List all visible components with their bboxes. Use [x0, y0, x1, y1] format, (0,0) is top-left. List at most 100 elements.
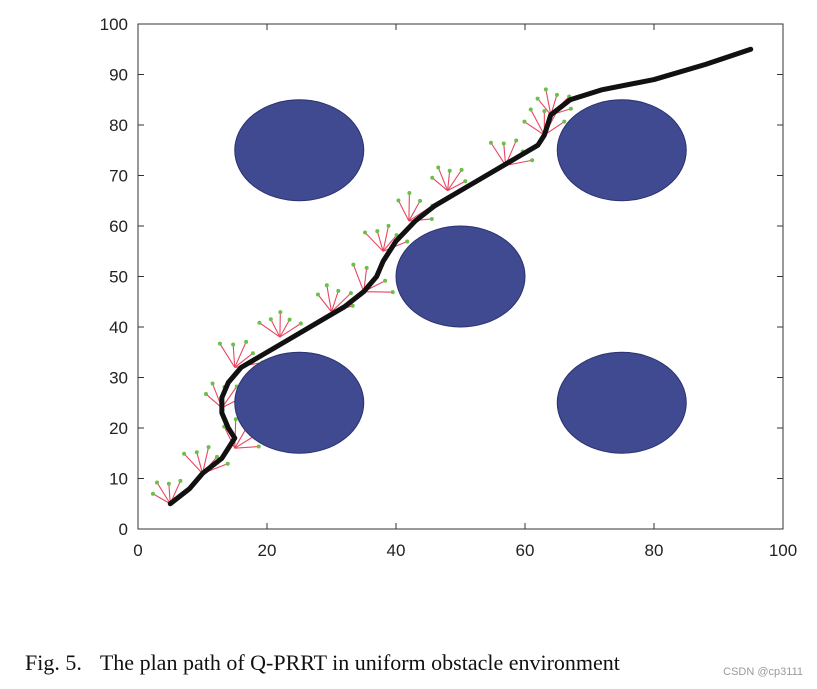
- figure-caption-text: The plan path of Q-PRRT in uniform obsta…: [99, 650, 620, 675]
- tree-branch: [234, 427, 248, 449]
- tree-branch: [352, 264, 365, 292]
- tree-branch: [376, 230, 384, 252]
- tree-branch: [270, 319, 281, 338]
- x-tick-label: 40: [387, 541, 406, 560]
- tree-branch: [530, 109, 545, 136]
- tree-node: [287, 317, 292, 322]
- tree-branch: [183, 453, 203, 474]
- tree-node: [315, 292, 320, 297]
- tree-node: [155, 480, 160, 485]
- tree-branch: [545, 89, 552, 116]
- tree-branch: [152, 493, 171, 505]
- tree-node: [150, 491, 155, 496]
- tree-node: [217, 341, 222, 346]
- tree-node: [363, 230, 368, 235]
- tree-node: [514, 138, 519, 143]
- tree-cluster-6: [257, 310, 303, 338]
- obstacle-3: [395, 225, 526, 328]
- tree-branch: [364, 232, 384, 252]
- path-plot: 0 20 40 60 80 100 0 10 20 30 40 50 60 70 80 90 100: [100, 15, 798, 560]
- y-tick-label: 40: [109, 318, 128, 337]
- tree-node: [278, 310, 283, 315]
- tree-branch: [447, 169, 463, 191]
- tree-node: [543, 87, 548, 92]
- tree-cluster-9: [363, 223, 410, 252]
- tree-node: [178, 478, 183, 483]
- y-tick-label: 60: [109, 217, 128, 236]
- watermark: CSDN @cp3111: [723, 666, 803, 678]
- tree-node: [204, 392, 209, 397]
- tree-branch: [447, 170, 451, 191]
- tree-node: [364, 265, 369, 270]
- tree-branch: [537, 98, 552, 116]
- y-tick-label: 50: [109, 268, 128, 287]
- axis-ticks: 0 20 40 60 80 100 0 10 20 30 40 50 60 70 80 90 100: [100, 15, 798, 560]
- tree-branch: [168, 483, 171, 504]
- tree-node: [459, 167, 464, 172]
- tree-node: [542, 109, 547, 114]
- obstacles: [234, 99, 687, 454]
- tree-node: [194, 450, 199, 455]
- tree-branch: [331, 292, 352, 313]
- tree-node: [166, 481, 171, 486]
- planned-path-line: [167, 46, 754, 507]
- tree-branch: [317, 294, 332, 313]
- tree-node: [375, 229, 380, 234]
- tree-branch: [326, 285, 333, 312]
- tree-node: [430, 175, 435, 180]
- x-tick-label: 80: [645, 541, 664, 560]
- tree-branch: [234, 341, 247, 368]
- tree-node: [298, 321, 303, 326]
- tree-node: [554, 92, 559, 97]
- tree-node: [535, 96, 540, 101]
- tree-cluster-11: [430, 165, 468, 192]
- tree-node: [244, 339, 249, 344]
- tree-branch: [437, 167, 449, 191]
- tree-node: [206, 445, 211, 450]
- tree-node: [436, 165, 441, 170]
- y-tick-label: 30: [109, 369, 128, 388]
- planned-path-layer: [167, 46, 754, 507]
- x-tick-label: 100: [769, 541, 797, 560]
- obstacle-5: [556, 351, 687, 454]
- obstacle-1: [234, 99, 365, 202]
- tree-node: [257, 320, 262, 325]
- y-tick-label: 10: [109, 470, 128, 489]
- tree-node: [225, 461, 230, 466]
- tree-node: [407, 190, 412, 195]
- tree-node: [528, 107, 533, 112]
- tree-node: [418, 198, 423, 203]
- y-tick-label: 80: [109, 116, 128, 135]
- tree-branch: [524, 121, 545, 136]
- y-tick-label: 70: [109, 167, 128, 186]
- tree-node: [447, 168, 452, 173]
- tree-node: [231, 342, 236, 347]
- x-tick-label: 0: [133, 541, 142, 560]
- tree-node: [429, 216, 434, 221]
- tree-branch: [382, 225, 390, 252]
- tree-branch: [219, 343, 236, 368]
- tree-branch: [279, 319, 291, 338]
- tree-branch: [408, 200, 421, 222]
- figure-caption: Fig. 5. The plan path of Q-PRRT in unifor…: [25, 650, 620, 676]
- tree-node: [383, 278, 388, 283]
- tree-branch: [505, 159, 533, 166]
- tree-node: [501, 141, 506, 146]
- tree-node: [182, 451, 187, 456]
- tree-node: [233, 417, 238, 422]
- tree-branch: [259, 322, 281, 338]
- tree-node: [463, 179, 468, 184]
- tree-branch: [382, 234, 398, 252]
- tree-node: [210, 381, 215, 386]
- tree-branch: [196, 452, 204, 474]
- y-tick-label: 20: [109, 419, 128, 438]
- tree-branch: [201, 447, 210, 474]
- tree-node: [256, 444, 261, 449]
- tree-branch: [234, 419, 237, 449]
- figure-number: Fig. 5.: [25, 650, 82, 675]
- x-tick-label: 20: [258, 541, 277, 560]
- tree-branch: [447, 180, 466, 192]
- tree-branch: [279, 323, 302, 338]
- tree-node: [350, 303, 355, 308]
- x-tick-label: 60: [516, 541, 535, 560]
